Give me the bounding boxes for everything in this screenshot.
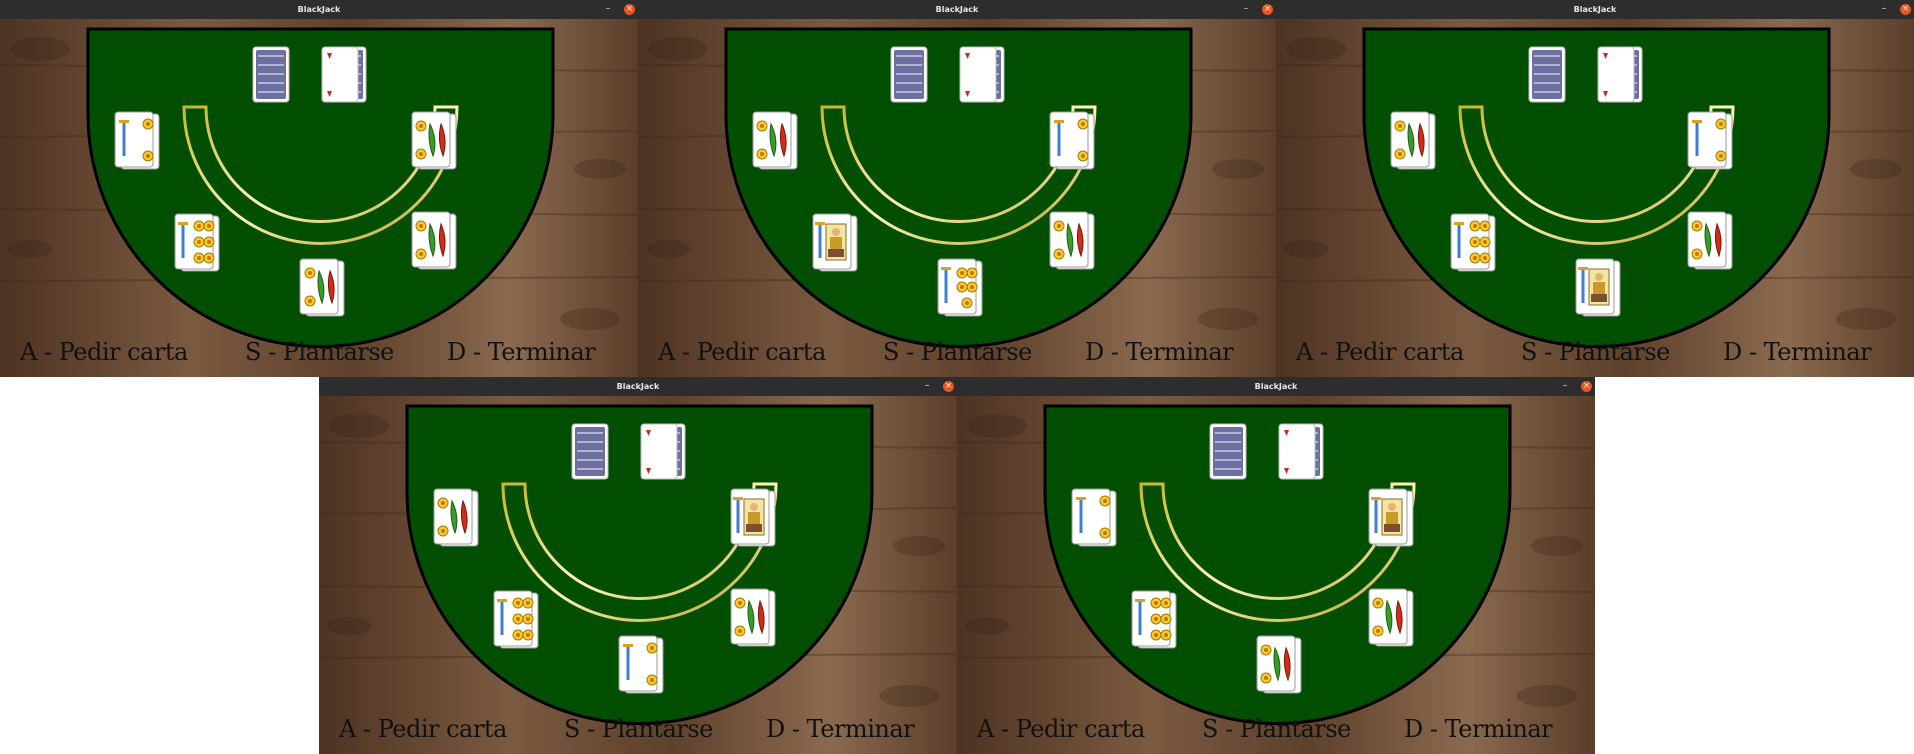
hint-stand: S - Plantarse	[883, 338, 1032, 366]
hint-hit: A - Pedir carta	[20, 338, 188, 366]
player-hand-1	[1071, 488, 1117, 547]
game-area: A - Pedir carta S - Plantarse D - Termin…	[1276, 19, 1914, 377]
dealer-upcard	[321, 46, 359, 103]
hint-hit: A - Pedir carta	[977, 715, 1145, 743]
cards-layer	[1390, 46, 1733, 317]
minimize-button[interactable]: –	[924, 380, 930, 391]
cards-layer	[114, 46, 457, 317]
player-hand-1	[1390, 111, 1436, 170]
hint-hit: A - Pedir carta	[339, 715, 507, 743]
hint-quit: D - Terminar	[1723, 338, 1872, 366]
cards-layer	[1071, 423, 1414, 694]
dealer-upcard	[1278, 423, 1316, 480]
blackjack-window-3: BlackJack – ×	[1276, 0, 1914, 377]
window-title: BlackJack	[935, 5, 979, 14]
player-hand-4	[1049, 111, 1095, 170]
player-hand-2	[1450, 213, 1496, 272]
close-button[interactable]: ×	[624, 4, 635, 15]
dealer-upcard	[1597, 46, 1635, 103]
hint-stand: S - Plantarse	[1521, 338, 1670, 366]
player-hand-3	[1575, 258, 1621, 317]
dealer-upcard	[959, 46, 997, 103]
dealer-upcard	[640, 423, 678, 480]
game-area: A - Pedir carta S - Plantarse D - Termin…	[319, 396, 957, 754]
hint-hit: A - Pedir carta	[658, 338, 826, 366]
hint-quit: D - Terminar	[447, 338, 596, 366]
player-hand-3	[618, 635, 664, 694]
wood-background	[638, 19, 1276, 377]
title-bar[interactable]: BlackJack – ×	[957, 377, 1595, 396]
window-title: BlackJack	[1254, 382, 1298, 391]
blackjack-window-4: BlackJack – ×	[319, 377, 957, 754]
player-hand-3	[937, 258, 983, 317]
player-hand-5	[1687, 211, 1733, 270]
dealer-card-back	[571, 423, 609, 480]
player-hand-2	[493, 590, 539, 649]
player-hand-2	[812, 213, 858, 272]
player-hand-4	[411, 111, 457, 170]
player-hand-1	[114, 111, 160, 170]
wood-background	[957, 396, 1595, 754]
minimize-button[interactable]: –	[1243, 3, 1249, 14]
close-button[interactable]: ×	[1262, 4, 1273, 15]
game-area: A - Pedir carta S - Plantarse D - Termin…	[0, 19, 638, 377]
minimize-button[interactable]: –	[605, 3, 611, 14]
player-hand-5	[1368, 588, 1414, 647]
player-hand-5	[1049, 211, 1095, 270]
blackjack-window-1: BlackJack – ×	[0, 0, 638, 377]
cards-layer	[752, 46, 1095, 317]
hint-stand: S - Plantarse	[1202, 715, 1351, 743]
player-hand-4	[1368, 488, 1414, 547]
player-hand-1	[752, 111, 798, 170]
hint-stand: S - Plantarse	[245, 338, 394, 366]
dealer-card-back	[890, 46, 928, 103]
player-hand-4	[730, 488, 776, 547]
player-hand-2	[1131, 590, 1177, 649]
close-button[interactable]: ×	[943, 381, 954, 392]
hint-hit: A - Pedir carta	[1296, 338, 1464, 366]
cards-layer	[433, 423, 776, 694]
minimize-button[interactable]: –	[1881, 3, 1887, 14]
hint-stand: S - Plantarse	[564, 715, 713, 743]
blackjack-window-5: BlackJack – ×	[957, 377, 1595, 754]
title-bar[interactable]: BlackJack – ×	[638, 0, 1276, 19]
dealer-card-back	[252, 46, 290, 103]
minimize-button[interactable]: –	[1562, 380, 1568, 391]
player-hand-5	[411, 211, 457, 270]
close-button[interactable]: ×	[1581, 381, 1592, 392]
title-bar[interactable]: BlackJack – ×	[0, 0, 638, 19]
wood-background	[319, 396, 957, 754]
blackjack-window-2: BlackJack – ×	[638, 0, 1276, 377]
hint-quit: D - Terminar	[1085, 338, 1234, 366]
player-hand-3	[299, 258, 345, 317]
window-title: BlackJack	[1573, 5, 1617, 14]
player-hand-3	[1256, 635, 1302, 694]
title-bar[interactable]: BlackJack – ×	[319, 377, 957, 396]
title-bar[interactable]: BlackJack – ×	[1276, 0, 1914, 19]
player-hand-2	[174, 213, 220, 272]
window-title: BlackJack	[297, 5, 341, 14]
player-hand-5	[730, 588, 776, 647]
window-title: BlackJack	[616, 382, 660, 391]
close-button[interactable]: ×	[1900, 4, 1911, 15]
hint-quit: D - Terminar	[1404, 715, 1553, 743]
game-area: A - Pedir carta S - Plantarse D - Termin…	[638, 19, 1276, 377]
game-area: A - Pedir carta S - Plantarse D - Termin…	[957, 396, 1595, 754]
wood-background	[1276, 19, 1914, 377]
hint-quit: D - Terminar	[766, 715, 915, 743]
player-hand-1	[433, 488, 479, 547]
wood-background	[0, 19, 638, 377]
dealer-card-back	[1528, 46, 1566, 103]
player-hand-4	[1687, 111, 1733, 170]
dealer-card-back	[1209, 423, 1247, 480]
